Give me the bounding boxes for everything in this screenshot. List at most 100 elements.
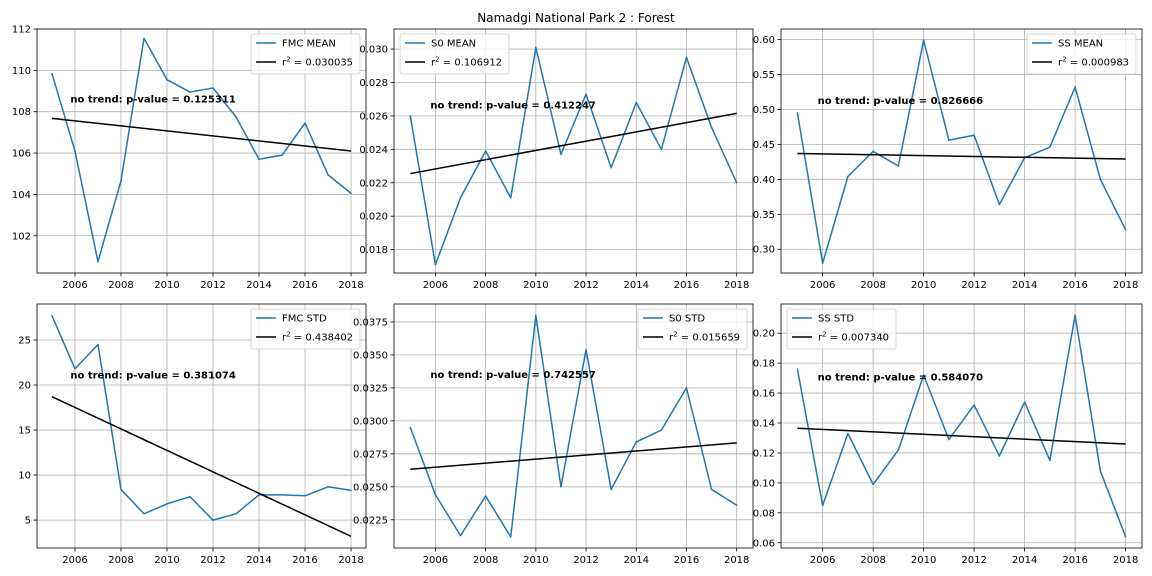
data-point [922, 39, 925, 41]
data-point [258, 158, 260, 161]
axes-frame [36, 28, 367, 274]
legend: SS STD r2 = 0.007340 [786, 308, 897, 350]
subplot-1: 2006 2008 2010 2012 2014 2016 2018 102 104 106 108… [12, 25, 367, 291]
data-point [143, 37, 145, 40]
x-tick-label: 2018 [338, 280, 363, 291]
y-tick-label: 104 [12, 190, 31, 201]
series-line [51, 37, 352, 263]
legend-series-label: S0 STD [669, 314, 705, 325]
legend-series-label: FMC MEAN [282, 39, 336, 50]
data-point [51, 314, 53, 317]
data-point [897, 165, 900, 167]
data-point [710, 126, 713, 129]
y-tick-label: 20 [18, 381, 31, 392]
legend: FMC STD r2 = 0.438402 [250, 308, 361, 350]
data-point [120, 180, 122, 182]
y-tick-label: 0.020 [359, 212, 388, 223]
y-tick-label: 0.06 [753, 538, 775, 549]
data-point [535, 314, 537, 317]
subplot-3: 2006 2008 2010 2012 2014 2016 2018 0.30 0.35 0.40… [753, 28, 1143, 291]
data-point [509, 536, 512, 538]
data-point [235, 513, 237, 515]
y-tick-label: 0.026 [359, 111, 388, 122]
data-point [685, 56, 688, 59]
x-tick-label: 2016 [674, 280, 699, 291]
x-tick-label: 2010 [523, 280, 548, 291]
x-tick-label: 2008 [860, 280, 885, 291]
y-tick-label: 0.024 [359, 145, 388, 156]
x-tick-label: 2006 [423, 555, 448, 566]
trend-line [410, 112, 737, 175]
data-point [120, 488, 122, 491]
axes-frame [393, 303, 754, 549]
data-point [998, 455, 1001, 457]
data-point [948, 438, 950, 441]
x-tick-label: 2014 [624, 280, 649, 291]
data-point [872, 150, 874, 153]
x-tick-label: 2006 [62, 555, 87, 566]
y-tick-label: 0.35 [753, 210, 775, 221]
y-tick-label: 0.0250 [353, 482, 388, 493]
legend-box [637, 308, 748, 350]
data-point [409, 115, 412, 117]
data-point [51, 72, 53, 75]
legend-trend-label: r2 = 0.030035 [282, 56, 353, 69]
data-point [509, 197, 512, 199]
data-point [685, 387, 688, 389]
data-point [1099, 470, 1102, 472]
data-point [189, 495, 191, 498]
trend-annotation: no trend: p-value = 0.742557 [430, 370, 596, 381]
x-tick-label: 2012 [200, 555, 225, 566]
y-tick-label: 0.10 [753, 478, 775, 489]
y-tick-label: 15 [18, 426, 31, 437]
x-tick-label: 2010 [523, 555, 548, 566]
data-point [212, 87, 214, 89]
legend-series-label: SS MEAN [1058, 39, 1103, 50]
trend-annotation: no trend: p-value = 0.381074 [70, 371, 236, 382]
series-line [409, 46, 738, 266]
series-line [796, 314, 1127, 538]
x-tick-label: 2014 [246, 555, 271, 566]
y-tick-label: 0.50 [753, 105, 775, 116]
data-point [1023, 401, 1026, 403]
data-point [710, 488, 713, 491]
y-tick-label: 0.12 [753, 448, 775, 459]
y-tick-label: 0.030 [359, 45, 388, 56]
data-point [735, 182, 738, 184]
x-tick-label: 2006 [810, 555, 835, 566]
y-tick-label: 0.40 [753, 175, 775, 186]
x-tick-label: 2012 [961, 555, 986, 566]
legend-trend-label: r2 = 0.007340 [818, 331, 889, 344]
x-tick-label: 2014 [246, 280, 271, 291]
data-point [327, 174, 329, 176]
trend-line [797, 427, 1126, 445]
figure-suptitle: Namadgi National Park 2 : Forest [477, 11, 675, 25]
x-tick-label: 2016 [1062, 555, 1087, 566]
y-tick-label: 0.20 [753, 329, 775, 340]
data-point [973, 134, 975, 137]
data-point [484, 150, 487, 152]
y-tick-label: 25 [18, 336, 31, 347]
x-tick-label: 2010 [154, 280, 179, 291]
y-tick-label: 108 [12, 107, 31, 118]
data-point [459, 534, 462, 537]
legend: FMC MEAN r2 = 0.030035 [250, 33, 361, 75]
data-point [304, 122, 306, 124]
x-tick-label: 2008 [860, 555, 885, 566]
y-tick-label: 0.60 [753, 35, 775, 46]
data-point [660, 429, 663, 431]
data-point [948, 139, 950, 141]
y-tick-label: 0.022 [359, 178, 388, 189]
data-point [74, 150, 76, 152]
y-tick-label: 0.0325 [353, 383, 388, 394]
data-point [235, 116, 237, 118]
x-tick-label: 2010 [154, 555, 179, 566]
data-point [660, 148, 663, 151]
y-tick-label: 0.55 [753, 70, 775, 81]
x-tick-label: 2008 [473, 555, 498, 566]
x-tick-label: 2016 [1062, 280, 1087, 291]
data-point [434, 263, 437, 266]
trend-annotation: no trend: p-value = 0.412247 [430, 100, 596, 111]
